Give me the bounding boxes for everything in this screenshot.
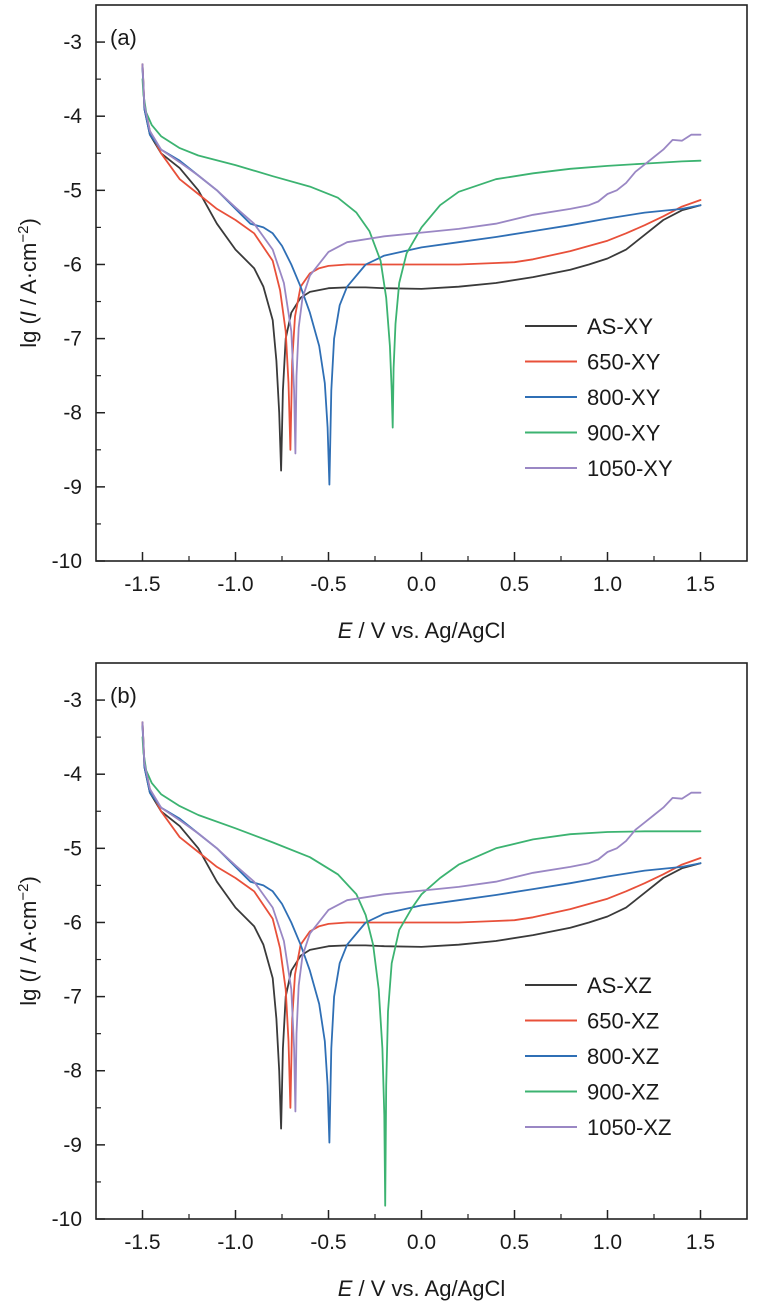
x-tick-label: -1.5 (124, 1231, 160, 1254)
y-tick-label: -3 (63, 689, 82, 712)
x-tick-label: 1.5 (686, 1231, 715, 1254)
x-tick-label: 1.0 (593, 1231, 622, 1254)
series-line-as-xy (141, 63, 702, 472)
x-tick-label: -0.5 (310, 1231, 346, 1254)
x-tick-label: 1.0 (593, 573, 622, 596)
series-line-650-xy (141, 63, 702, 451)
series-line-1050-xy (141, 63, 702, 455)
series-line-as-xz (141, 721, 702, 1130)
y-tick-label: -5 (63, 179, 82, 202)
y-tick-label: -10 (52, 550, 82, 573)
y-tick-label: -4 (63, 763, 82, 786)
x-tick-label: 0.0 (407, 573, 436, 596)
series-line-900-xy (141, 78, 702, 429)
y-tick-label: -5 (63, 837, 82, 860)
y-axis-title: lg (I / A·cm−2) (15, 876, 41, 1006)
legend-entry: 800-XY (587, 385, 661, 410)
x-tick-label: 0.5 (500, 573, 529, 596)
y-tick-label: -4 (63, 105, 82, 128)
x-tick-label: -1.0 (217, 573, 253, 596)
legend-entry: 1050-XZ (587, 1115, 671, 1140)
series-line-900-xz (141, 736, 702, 1207)
legend-entry: AS-XZ (587, 973, 652, 998)
panel-label: (b) (110, 683, 137, 708)
legend-entry: 1050-XY (587, 456, 673, 481)
y-tick-label: -3 (63, 31, 82, 54)
y-tick-label: -10 (52, 1208, 82, 1231)
x-tick-label: 1.5 (686, 573, 715, 596)
x-axis-title: E / V vs. Ag/AgCl (338, 618, 506, 643)
y-tick-label: -7 (63, 986, 82, 1009)
x-tick-label: -0.5 (310, 573, 346, 596)
x-axis-title: E / V vs. Ag/AgCl (338, 1276, 506, 1301)
x-tick-label: -1.5 (124, 573, 160, 596)
x-tick-label: -1.0 (217, 1231, 253, 1254)
legend-entry: 900-XZ (587, 1080, 659, 1105)
panel-b: -1.5 -1.0 -0.5 0.0 0.5 1.0 1.5 -10 -9 -8 -7 -6 -5 -4 -… (15, 662, 748, 1301)
legend-entry: 650-XY (587, 350, 661, 375)
x-tick-label: 0.5 (500, 1231, 529, 1254)
y-tick-label: -7 (63, 328, 82, 351)
legend-entry: 800-XZ (587, 1044, 659, 1069)
y-tick-label: -6 (63, 911, 82, 934)
legend-entry: 650-XZ (587, 1009, 659, 1034)
y-tick-label: -8 (63, 402, 82, 425)
panel-a: -1.5 -1.0 -0.5 0.0 0.5 1.0 1.5 -10 -9 -8 -7 -6 -5 -4 -… (15, 4, 748, 643)
x-tick-label: 0.0 (407, 1231, 436, 1254)
y-tick-label: -8 (63, 1060, 82, 1083)
panel-label: (a) (110, 25, 137, 50)
series-line-1050-xz (141, 721, 702, 1113)
y-tick-label: -9 (63, 476, 82, 499)
legend-entry: AS-XY (587, 314, 653, 339)
y-tick-label: -9 (63, 1134, 82, 1157)
y-tick-label: -6 (63, 253, 82, 276)
y-axis-title: lg (I / A·cm−2) (15, 218, 41, 348)
legend-entry: 900-XY (587, 421, 661, 446)
series-line-650-xz (141, 721, 702, 1109)
